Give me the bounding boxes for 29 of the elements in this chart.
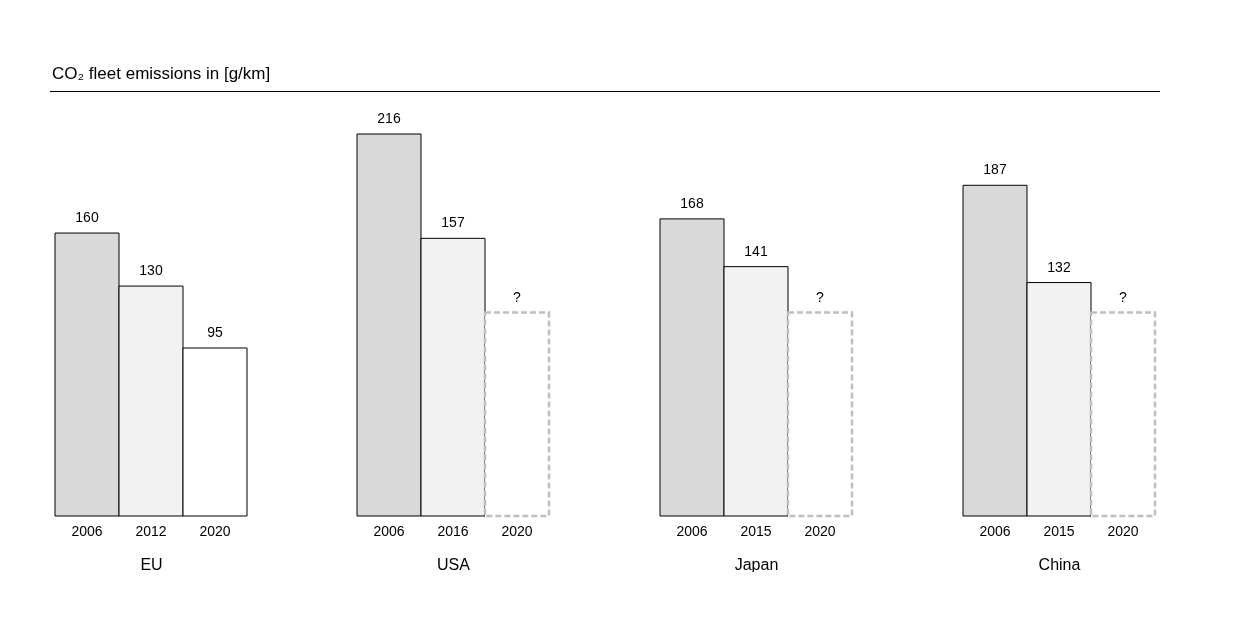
data-label: 95 (207, 323, 223, 340)
data-label: 216 (377, 110, 401, 126)
data-label: 168 (680, 194, 704, 211)
x-tick-label: 2012 (135, 522, 167, 539)
x-tick-label: 2006 (373, 522, 405, 539)
data-label: 160 (75, 209, 99, 226)
chart-title: CO₂ fleet emissions in [g/km] (52, 64, 271, 84)
data-label: 130 (139, 262, 163, 279)
data-label: ? (1119, 288, 1128, 305)
data-label: 141 (744, 242, 768, 259)
x-tick-label: 2006 (676, 522, 708, 539)
data-label: 187 (983, 161, 1007, 178)
data-label: 157 (441, 214, 465, 231)
x-tick-label: 2006 (979, 522, 1011, 539)
data-label: ? (513, 288, 522, 305)
x-tick-label: 2016 (437, 522, 469, 539)
x-axis-title: China (1038, 555, 1081, 573)
x-axis-title: EU (140, 555, 163, 573)
x-tick-label: 2020 (1107, 522, 1139, 539)
x-tick-label: 2020 (804, 522, 836, 539)
data-label: 132 (1047, 258, 1071, 275)
x-axis-title: USA (437, 555, 471, 573)
x-tick-label: 2015 (1043, 522, 1075, 539)
x-axis-title: Japan (734, 555, 779, 573)
x-tick-label: 2020 (199, 522, 231, 539)
data-label: ? (816, 288, 825, 305)
x-tick-label: 2006 (71, 522, 103, 539)
x-tick-label: 2015 (740, 522, 772, 539)
x-tick-label: 2020 (501, 522, 533, 539)
